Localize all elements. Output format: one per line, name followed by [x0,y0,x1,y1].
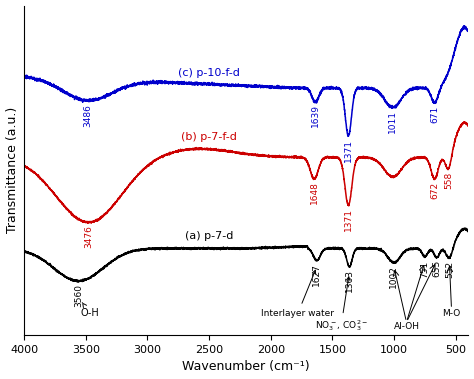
Text: 751: 751 [420,260,429,277]
Text: M-O: M-O [442,309,461,318]
Text: 558: 558 [444,172,453,189]
Text: 552: 552 [445,261,454,278]
Text: 655: 655 [432,260,441,277]
Y-axis label: Transmittance (a.u.): Transmittance (a.u.) [6,107,18,233]
Text: 1011: 1011 [388,110,397,133]
Text: 1002: 1002 [390,265,398,288]
Text: 671: 671 [430,106,439,123]
Text: 1627: 1627 [312,263,321,286]
Text: 3560: 3560 [74,283,83,307]
Text: 1648: 1648 [310,182,319,204]
Text: 1363: 1363 [345,269,354,292]
X-axis label: Wavenumber (cm⁻¹): Wavenumber (cm⁻¹) [182,360,310,373]
Text: 1371: 1371 [344,139,353,162]
Text: NO$_3^-$, CO$_3^{2-}$: NO$_3^-$, CO$_3^{2-}$ [315,277,367,333]
Text: (a) p-7-d: (a) p-7-d [185,232,233,241]
Text: 3476: 3476 [84,226,93,249]
Text: 1639: 1639 [311,104,320,127]
Text: (c) p-10-f-d: (c) p-10-f-d [178,69,240,78]
Text: 672: 672 [430,182,439,199]
Text: 1371: 1371 [344,208,353,231]
Text: Interlayer water: Interlayer water [262,270,335,318]
Text: (b) p-7-f-d: (b) p-7-f-d [181,132,237,142]
Text: 3486: 3486 [83,104,92,127]
Text: Al-OH: Al-OH [393,322,419,330]
Text: O-H: O-H [80,302,99,318]
